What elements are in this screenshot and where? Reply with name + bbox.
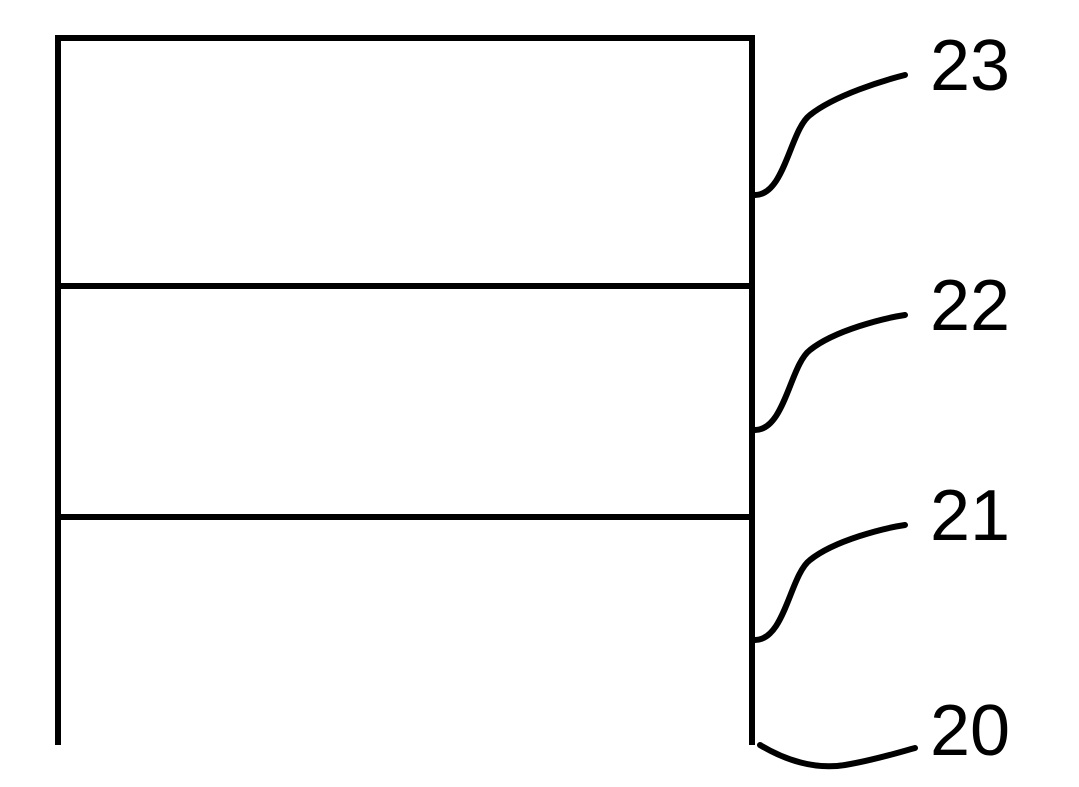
- callout-22-curve: [755, 300, 915, 450]
- layer-22-rect: [61, 289, 749, 514]
- layer-23-rect: [61, 41, 749, 283]
- layer-21-rect: [61, 520, 749, 745]
- callout-23-curve: [755, 60, 915, 210]
- callout-20-curve: [755, 720, 920, 780]
- callout-20-label: 20: [930, 690, 1010, 772]
- callout-21-curve: [755, 510, 915, 660]
- callout-21-label: 21: [930, 475, 1010, 557]
- layer-stack-diagram: [55, 35, 755, 745]
- callout-23-label: 23: [930, 25, 1010, 107]
- callout-22-label: 22: [930, 265, 1010, 347]
- layer-stack-outline: [55, 35, 755, 745]
